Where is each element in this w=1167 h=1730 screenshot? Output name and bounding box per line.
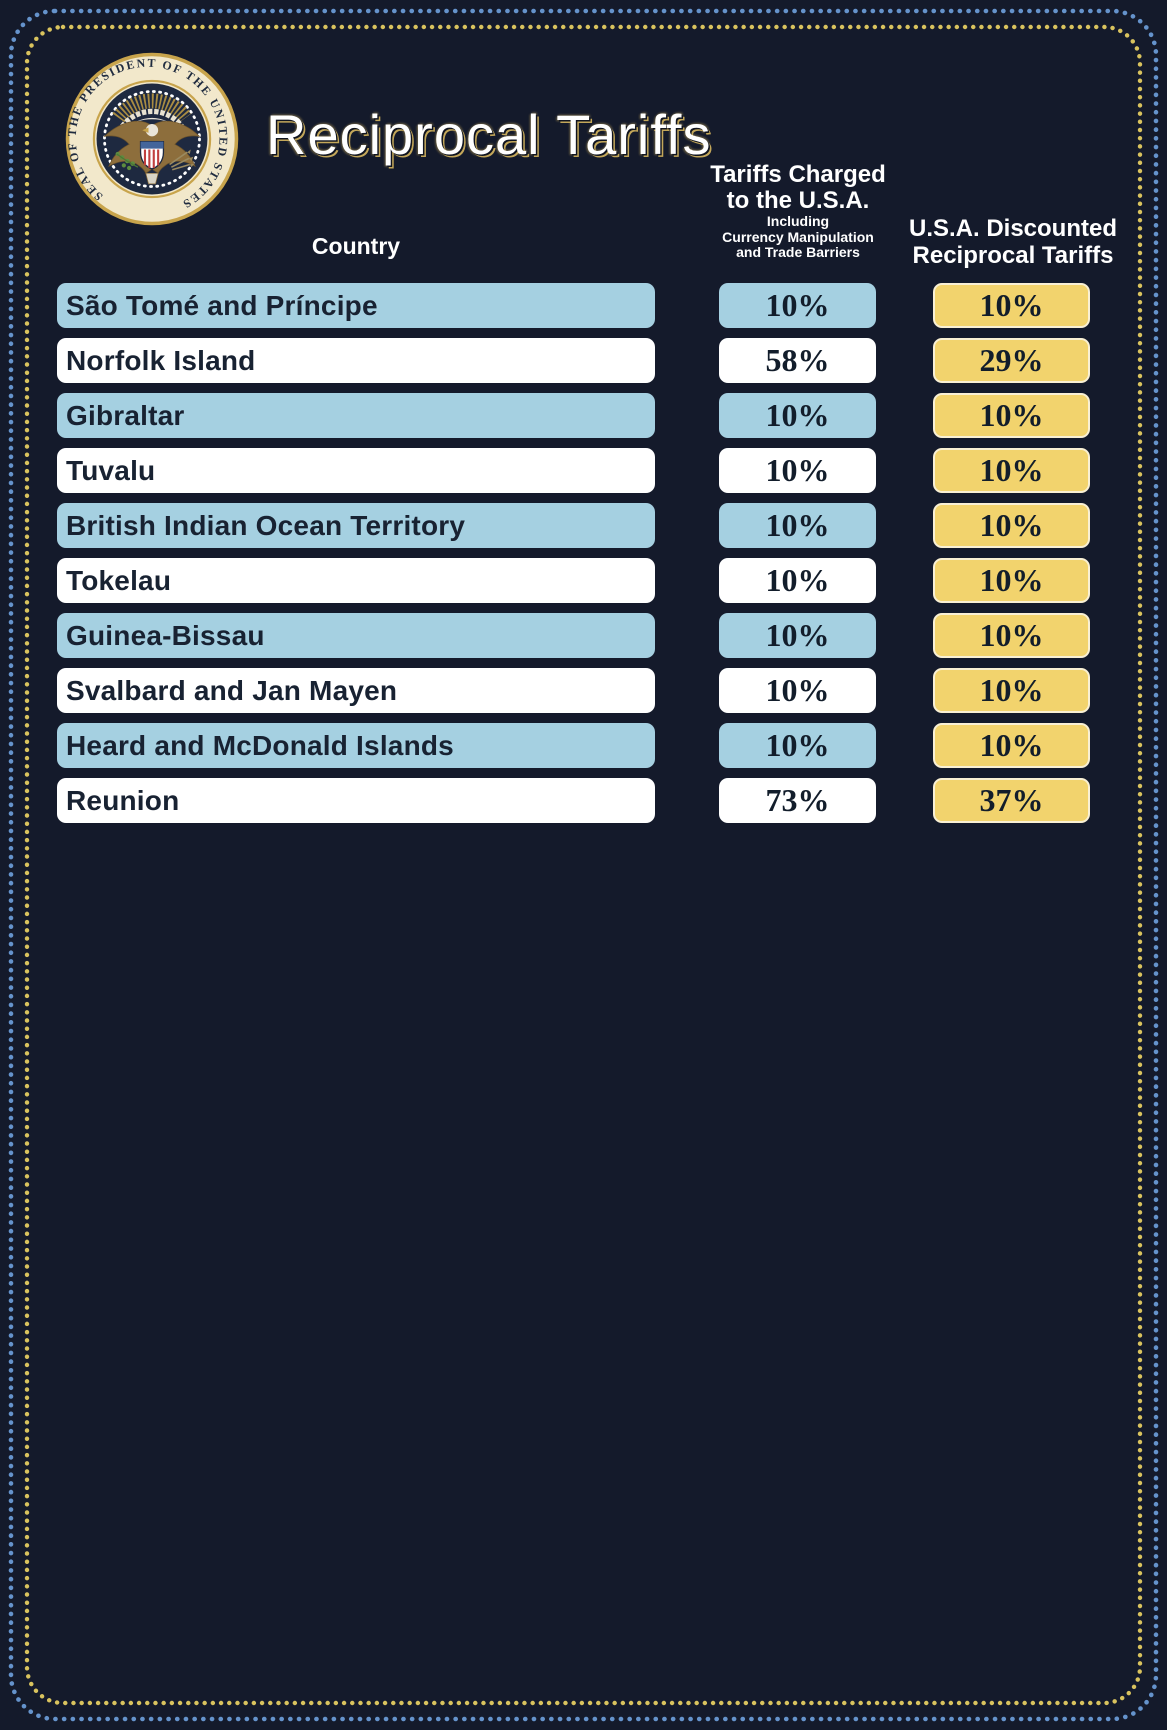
country-cell: São Tomé and Príncipe — [57, 283, 655, 328]
column-gap — [876, 558, 933, 603]
charged-subheader-line1: Including — [766, 213, 830, 229]
column-gap — [655, 503, 719, 548]
table-row: Guinea-Bissau 10% 10% — [57, 613, 1090, 658]
column-gap — [876, 778, 933, 823]
table-row: Gibraltar 10% 10% — [57, 393, 1090, 438]
country-cell: Svalbard and Jan Mayen — [57, 668, 655, 713]
charged-header-line1: Tariffs Charged — [710, 161, 886, 188]
column-gap — [876, 613, 933, 658]
country-cell: Tuvalu — [57, 448, 655, 493]
column-header-usa-discounted: U.S.A. Discounted Reciprocal Tariffs — [867, 215, 1159, 269]
discounted-tariff-cell: 10% — [933, 558, 1090, 603]
table-row: British Indian Ocean Territory 10% 10% — [57, 503, 1090, 548]
tariff-charged-cell: 73% — [719, 778, 876, 823]
table-row: Svalbard and Jan Mayen 10% 10% — [57, 668, 1090, 713]
tariff-charged-cell: 10% — [719, 283, 876, 328]
tariff-table: São Tomé and Príncipe 10% 10% Norfolk Islan… — [57, 283, 1090, 833]
tariff-charged-cell: 10% — [719, 558, 876, 603]
page-title: Reciprocal Tariffs — [266, 103, 712, 166]
column-gap — [655, 558, 719, 603]
tariff-charged-cell: 10% — [719, 668, 876, 713]
column-gap — [655, 613, 719, 658]
discounted-tariff-cell: 10% — [933, 668, 1090, 713]
column-gap — [876, 283, 933, 328]
discounted-header-line2: Reciprocal Tariffs — [912, 242, 1114, 269]
column-gap — [655, 393, 719, 438]
country-cell: Tokelau — [57, 558, 655, 603]
tariff-charged-cell: 10% — [719, 448, 876, 493]
column-gap — [876, 723, 933, 768]
discounted-tariff-cell: 10% — [933, 613, 1090, 658]
charged-subheader-line3: and Trade Barriers — [736, 244, 860, 260]
country-cell: Norfolk Island — [57, 338, 655, 383]
column-header-tariffs-charged: Tariffs Charged to the U.S.A. Including … — [652, 162, 944, 261]
table-row: São Tomé and Príncipe 10% 10% — [57, 283, 1090, 328]
discounted-tariff-cell: 37% — [933, 778, 1090, 823]
column-gap — [655, 338, 719, 383]
column-gap — [655, 778, 719, 823]
column-gap — [876, 448, 933, 493]
table-row: Norfolk Island 58% 29% — [57, 338, 1090, 383]
column-gap — [876, 393, 933, 438]
country-cell: Heard and McDonald Islands — [57, 723, 655, 768]
country-cell: British Indian Ocean Territory — [57, 503, 655, 548]
charged-header-line2: to the U.S.A. — [726, 187, 870, 214]
charged-subheader-line2: Currency Manipulation — [722, 228, 874, 245]
discounted-tariff-cell: 29% — [933, 338, 1090, 383]
discounted-header-line1: U.S.A. Discounted — [908, 215, 1118, 242]
tariff-charged-cell: 10% — [719, 503, 876, 548]
table-row: Tuvalu 10% 10% — [57, 448, 1090, 493]
table-row: Reunion 73% 37% — [57, 778, 1090, 823]
tariff-charged-cell: 10% — [719, 613, 876, 658]
discounted-tariff-cell: 10% — [933, 448, 1090, 493]
column-gap — [876, 338, 933, 383]
tariff-charged-cell: 10% — [719, 723, 876, 768]
column-gap — [876, 503, 933, 548]
column-header-country: Country — [311, 233, 401, 259]
column-gap — [655, 668, 719, 713]
discounted-tariff-cell: 10% — [933, 393, 1090, 438]
table-row: Heard and McDonald Islands 10% 10% — [57, 723, 1090, 768]
tariff-charged-cell: 10% — [719, 393, 876, 438]
discounted-tariff-cell: 10% — [933, 723, 1090, 768]
discounted-tariff-cell: 10% — [933, 503, 1090, 548]
country-cell: Reunion — [57, 778, 655, 823]
presidential-seal-icon: SEAL OF THE PRESIDENT OF THE UNITED STAT… — [65, 52, 239, 226]
country-cell: Guinea-Bissau — [57, 613, 655, 658]
country-cell: Gibraltar — [57, 393, 655, 438]
column-gap — [655, 448, 719, 493]
table-row: Tokelau 10% 10% — [57, 558, 1090, 603]
tariff-charged-cell: 58% — [719, 338, 876, 383]
column-gap — [655, 283, 719, 328]
column-gap — [655, 723, 719, 768]
discounted-tariff-cell: 10% — [933, 283, 1090, 328]
column-gap — [876, 668, 933, 713]
